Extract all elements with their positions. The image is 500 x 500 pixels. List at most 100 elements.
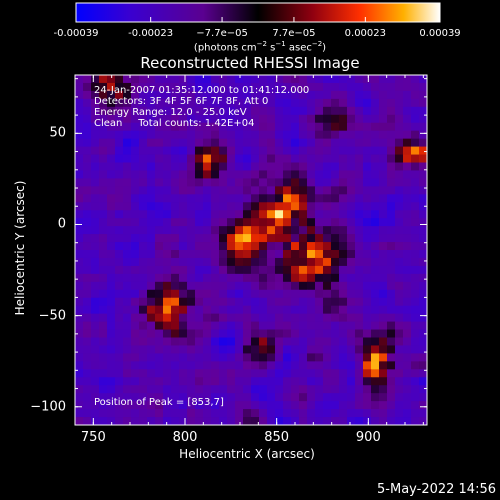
heatmap-cell (155, 114, 164, 124)
heatmap-cell (131, 337, 140, 346)
heatmap-cell (323, 393, 332, 402)
heatmap-cell (299, 385, 308, 394)
heatmap-cell (99, 194, 108, 203)
heatmap-cell (411, 385, 420, 394)
heatmap-cell (259, 234, 268, 243)
heatmap-cell (275, 162, 284, 171)
heatmap-cell (259, 138, 268, 147)
heatmap-cell (347, 385, 356, 394)
heatmap-cell (187, 417, 196, 426)
heatmap-cell (235, 250, 244, 259)
heatmap-cell (115, 273, 124, 283)
heatmap-cell (371, 82, 380, 92)
heatmap-cell (123, 154, 132, 163)
heatmap-cell (331, 417, 340, 426)
heatmap-cell (395, 170, 404, 179)
heatmap-cell (299, 90, 308, 100)
heatmap-cell (283, 82, 292, 92)
heatmap-cell (123, 257, 132, 267)
heatmap-cell (83, 281, 92, 291)
heatmap-cell (371, 170, 380, 179)
heatmap-cell (155, 218, 164, 227)
heatmap-cell (243, 401, 252, 410)
heatmap-cell (251, 130, 260, 140)
heatmap-cell (307, 250, 316, 259)
heatmap-cell (155, 409, 164, 418)
heatmap-cell (227, 385, 236, 394)
heatmap-cell (331, 138, 340, 147)
heatmap-cell (251, 289, 260, 299)
heatmap-cell (235, 186, 244, 195)
heatmap-cell (403, 257, 412, 267)
heatmap-cell (331, 337, 340, 346)
heatmap-cell (259, 313, 268, 322)
heatmap-cell (179, 329, 188, 338)
heatmap-cell (179, 202, 188, 211)
heatmap-cell (379, 337, 388, 346)
heatmap-cell (235, 194, 244, 203)
heatmap-cell (243, 210, 252, 219)
heatmap-cell (307, 409, 316, 418)
heatmap-cell (243, 409, 252, 418)
heatmap-cell (195, 377, 204, 386)
heatmap-cell (227, 305, 236, 315)
heatmap-cell (107, 369, 116, 378)
heatmap-cell (219, 377, 228, 386)
heatmap-cell (203, 75, 212, 84)
heatmap-cell (251, 417, 260, 426)
heatmap-cell (267, 122, 276, 132)
heatmap-cell (251, 281, 260, 291)
heatmap-cell (379, 218, 388, 227)
heatmap-cell (91, 226, 100, 235)
heatmap-cell (403, 194, 412, 203)
heatmap-cell (211, 417, 220, 426)
heatmap-cell (403, 273, 412, 283)
heatmap-cell (347, 114, 356, 124)
heatmap-cell (171, 281, 180, 291)
heatmap-cell (411, 281, 420, 291)
heatmap-cell (267, 186, 276, 195)
heatmap-cell (347, 393, 356, 402)
heatmap-cell (179, 226, 188, 235)
heatmap-cell (363, 313, 372, 322)
heatmap-cell (331, 265, 340, 275)
heatmap-cell (395, 218, 404, 227)
heatmap-cell (131, 409, 140, 418)
heatmap-cell (211, 369, 220, 378)
heatmap-cell (379, 210, 388, 219)
heatmap-cell (227, 337, 236, 346)
heatmap-cell (395, 313, 404, 322)
heatmap-cell (283, 75, 292, 84)
heatmap-cell (155, 337, 164, 346)
heatmap-cell (291, 82, 300, 92)
heatmap-cell (387, 329, 396, 338)
heatmap-cell (171, 385, 180, 394)
heatmap-cell (275, 273, 284, 283)
heatmap-cell (131, 265, 140, 275)
heatmap-cell (411, 130, 420, 140)
heatmap-cell (275, 170, 284, 179)
heatmap-cell (235, 353, 244, 362)
heatmap-cell (251, 146, 260, 155)
heatmap-cell (363, 90, 372, 100)
heatmap-cell (187, 138, 196, 147)
heatmap-cell (179, 257, 188, 267)
heatmap-cell (307, 257, 316, 267)
heatmap-cell (123, 138, 132, 147)
heatmap-cell (131, 273, 140, 283)
heatmap-cell (395, 106, 404, 116)
heatmap-cell (115, 234, 124, 243)
heatmap-cell (291, 194, 300, 203)
heatmap-cell (419, 90, 428, 100)
heatmap-cell (227, 409, 236, 418)
heatmap-cell (131, 393, 140, 402)
heatmap-cell (155, 361, 164, 370)
heatmap-cell (267, 385, 276, 394)
heatmap-cell (355, 154, 364, 163)
heatmap-cell (339, 154, 348, 163)
heatmap-cell (139, 170, 148, 179)
heatmap-cell (155, 401, 164, 410)
heatmap-cell (339, 114, 348, 124)
heatmap-cell (331, 75, 340, 84)
heatmap-cell (251, 106, 260, 116)
